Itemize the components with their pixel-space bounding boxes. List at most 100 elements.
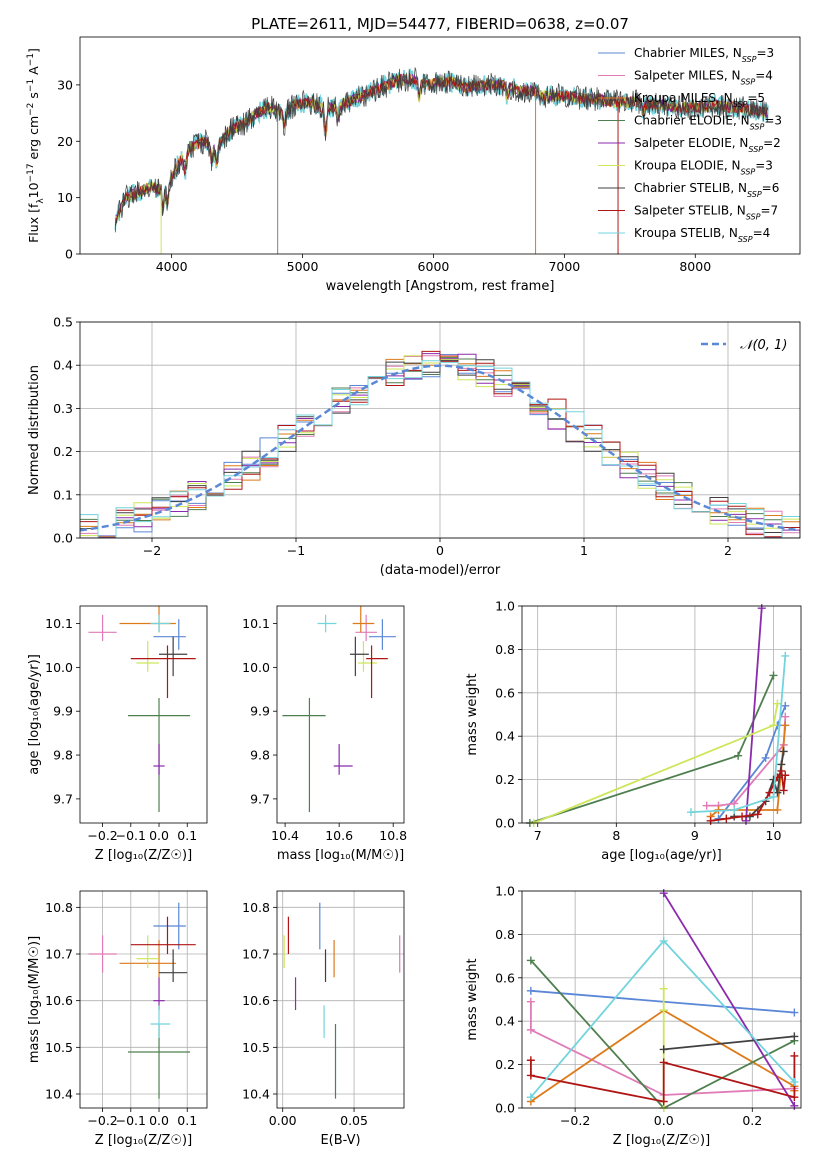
legend-entry: Chabrier ELODIE, NSSP=3 [634,114,782,132]
y-axis-label-part: s [26,92,41,103]
legend-entry: Kroupa STELIB, NSSP=4 [634,226,770,244]
axes-frame [276,605,405,824]
legend-entry: Kroupa MILES, NSSP=5 [634,91,765,109]
legend-subscript: SSP [741,77,756,86]
x-axis-label: Z [log₁₀(Z/Z☉)] [95,848,192,863]
axes-frame [79,321,801,539]
x-tick-label: 2 [724,543,732,558]
x-tick-label: 10.6 [325,828,353,843]
y-tick-label: 9.8 [250,748,270,763]
metallicity-mass-plot: −0.2−0.1 0.0 0.1 10.4 10.5 10.6 10.7 10.8 Z [log… [27,890,208,1148]
legend-nssp: =5 [747,91,765,105]
weight-marker [790,1077,799,1086]
legend-subscript: SSP [747,190,762,199]
weight-series-line [690,655,787,813]
axes-frame [79,36,801,255]
legend-subscript: SSP [742,55,757,64]
y-tick-label: 10.0 [242,660,270,675]
x-tick-label: 0 [436,543,444,558]
weight-marker [757,604,766,613]
weight-marker [659,1058,668,1067]
spectrum-line [114,66,769,233]
weight-marker [773,805,782,814]
spectrum-plot: 4000 5000 6000 7000 8000 0 10 20 30 wavelength [A… [26,36,801,294]
plot-area [282,606,396,813]
y-tick-label: 1.0 [495,884,515,899]
weight-marker [706,816,715,825]
y-tick-label: 0.2 [495,1057,515,1072]
x-tick-label: 0.0 [149,828,169,843]
y-tick-label: 10.1 [242,616,270,631]
y-axis-label-part: −2 [26,103,36,116]
legend-model-name: Kroupa STELIB, N [634,226,738,240]
legend-subscript: SSP [733,100,748,109]
legend-model-name: Salpeter ELODIE, N [634,136,748,150]
y-tick-label: 0.6 [495,970,515,985]
weight-marker [781,701,790,710]
y-tick-label: 10 [57,190,73,205]
legend-model-name: Chabrier MILES, N [634,46,742,60]
y-tick-label: 9.9 [250,704,270,719]
x-tick-label: 0.05 [340,1113,368,1128]
legend-entry: Kroupa ELODIE, NSSP=3 [634,159,773,177]
x-tick-label: 0.0 [149,1113,169,1128]
x-tick-label: 0.1 [177,1113,197,1128]
weight-marker [738,812,747,821]
weight-marker [779,786,788,795]
y-tick-label: 10.5 [45,1040,73,1055]
legend-entry: Salpeter MILES, NSSP=4 [634,69,773,87]
weight-marker [773,699,782,708]
y-tick-label: 0.4 [495,1014,515,1029]
legend-subscript: SSP [741,167,756,176]
weight-marker [734,751,743,760]
legend-nssp: =3 [764,114,782,128]
x-tick-label: 10 [766,828,782,843]
legend-nssp: =4 [753,226,771,240]
x-tick-label: −0.2 [87,1113,117,1128]
y-tick-label: 9.7 [53,791,73,806]
weight-marker [790,1008,799,1017]
y-tick-label: 10.4 [45,1087,73,1102]
x-tick-label: 9 [691,828,699,843]
axes-frame [521,890,802,1109]
legend-model-name: Chabrier ELODIE, N [634,114,750,128]
weight-series-line [530,1001,795,1096]
weight-marker [761,753,770,762]
weight-marker [790,1051,799,1060]
x-axis-label: wavelength [Angstrom, rest frame] [326,279,555,294]
legend-model-name: Salpeter MILES, N [634,69,741,83]
y-tick-label: 9.9 [53,704,73,719]
weight-marker [765,788,774,797]
legend-subscript: SSP [750,122,765,131]
y-axis-label-part: Flux [f [26,203,41,243]
plot-area [114,66,769,254]
weight-marker [526,1056,535,1065]
plot-area [88,606,196,813]
weight-marker [769,671,778,680]
y-tick-label: 0 [65,247,73,262]
y-axis-label: Normed distribution [27,365,42,495]
y-axis-label: age [log₁₀(age/yr)] [27,654,42,775]
weight-series-line [662,892,796,1107]
age-weight-plot: 7 8 9 10 0.0 0.2 0.4 0.6 0.8 1.0 age [log₁₀(age/yr… [465,599,802,863]
legend-model-name: Salpeter STELIB, N [634,204,746,218]
weight-marker [702,801,711,810]
weight-marker [526,1093,535,1102]
weight-marker [777,766,786,775]
legend-subscript: SSP [746,212,761,221]
plot-area [80,350,800,538]
weight-marker [781,651,790,660]
y-axis-label: Flux [fλ10−17 erg cm−2 s−1 A−1] [26,48,46,243]
weight-marker [526,1071,535,1080]
y-axis-label-part: ] [26,48,41,53]
y-tick-label: 30 [57,77,73,92]
x-axis-label: mass [log₁₀(M/M☉)] [277,848,404,863]
legend-nssp: =7 [760,204,778,218]
y-tick-label: 0.0 [53,531,73,546]
weight-marker [730,805,739,814]
y-tick-label: 1.0 [495,599,515,614]
weight-marker [659,936,668,945]
x-tick-label: 1 [580,543,588,558]
weight-marker [722,814,731,823]
y-tick-label: 0.4 [495,729,515,744]
